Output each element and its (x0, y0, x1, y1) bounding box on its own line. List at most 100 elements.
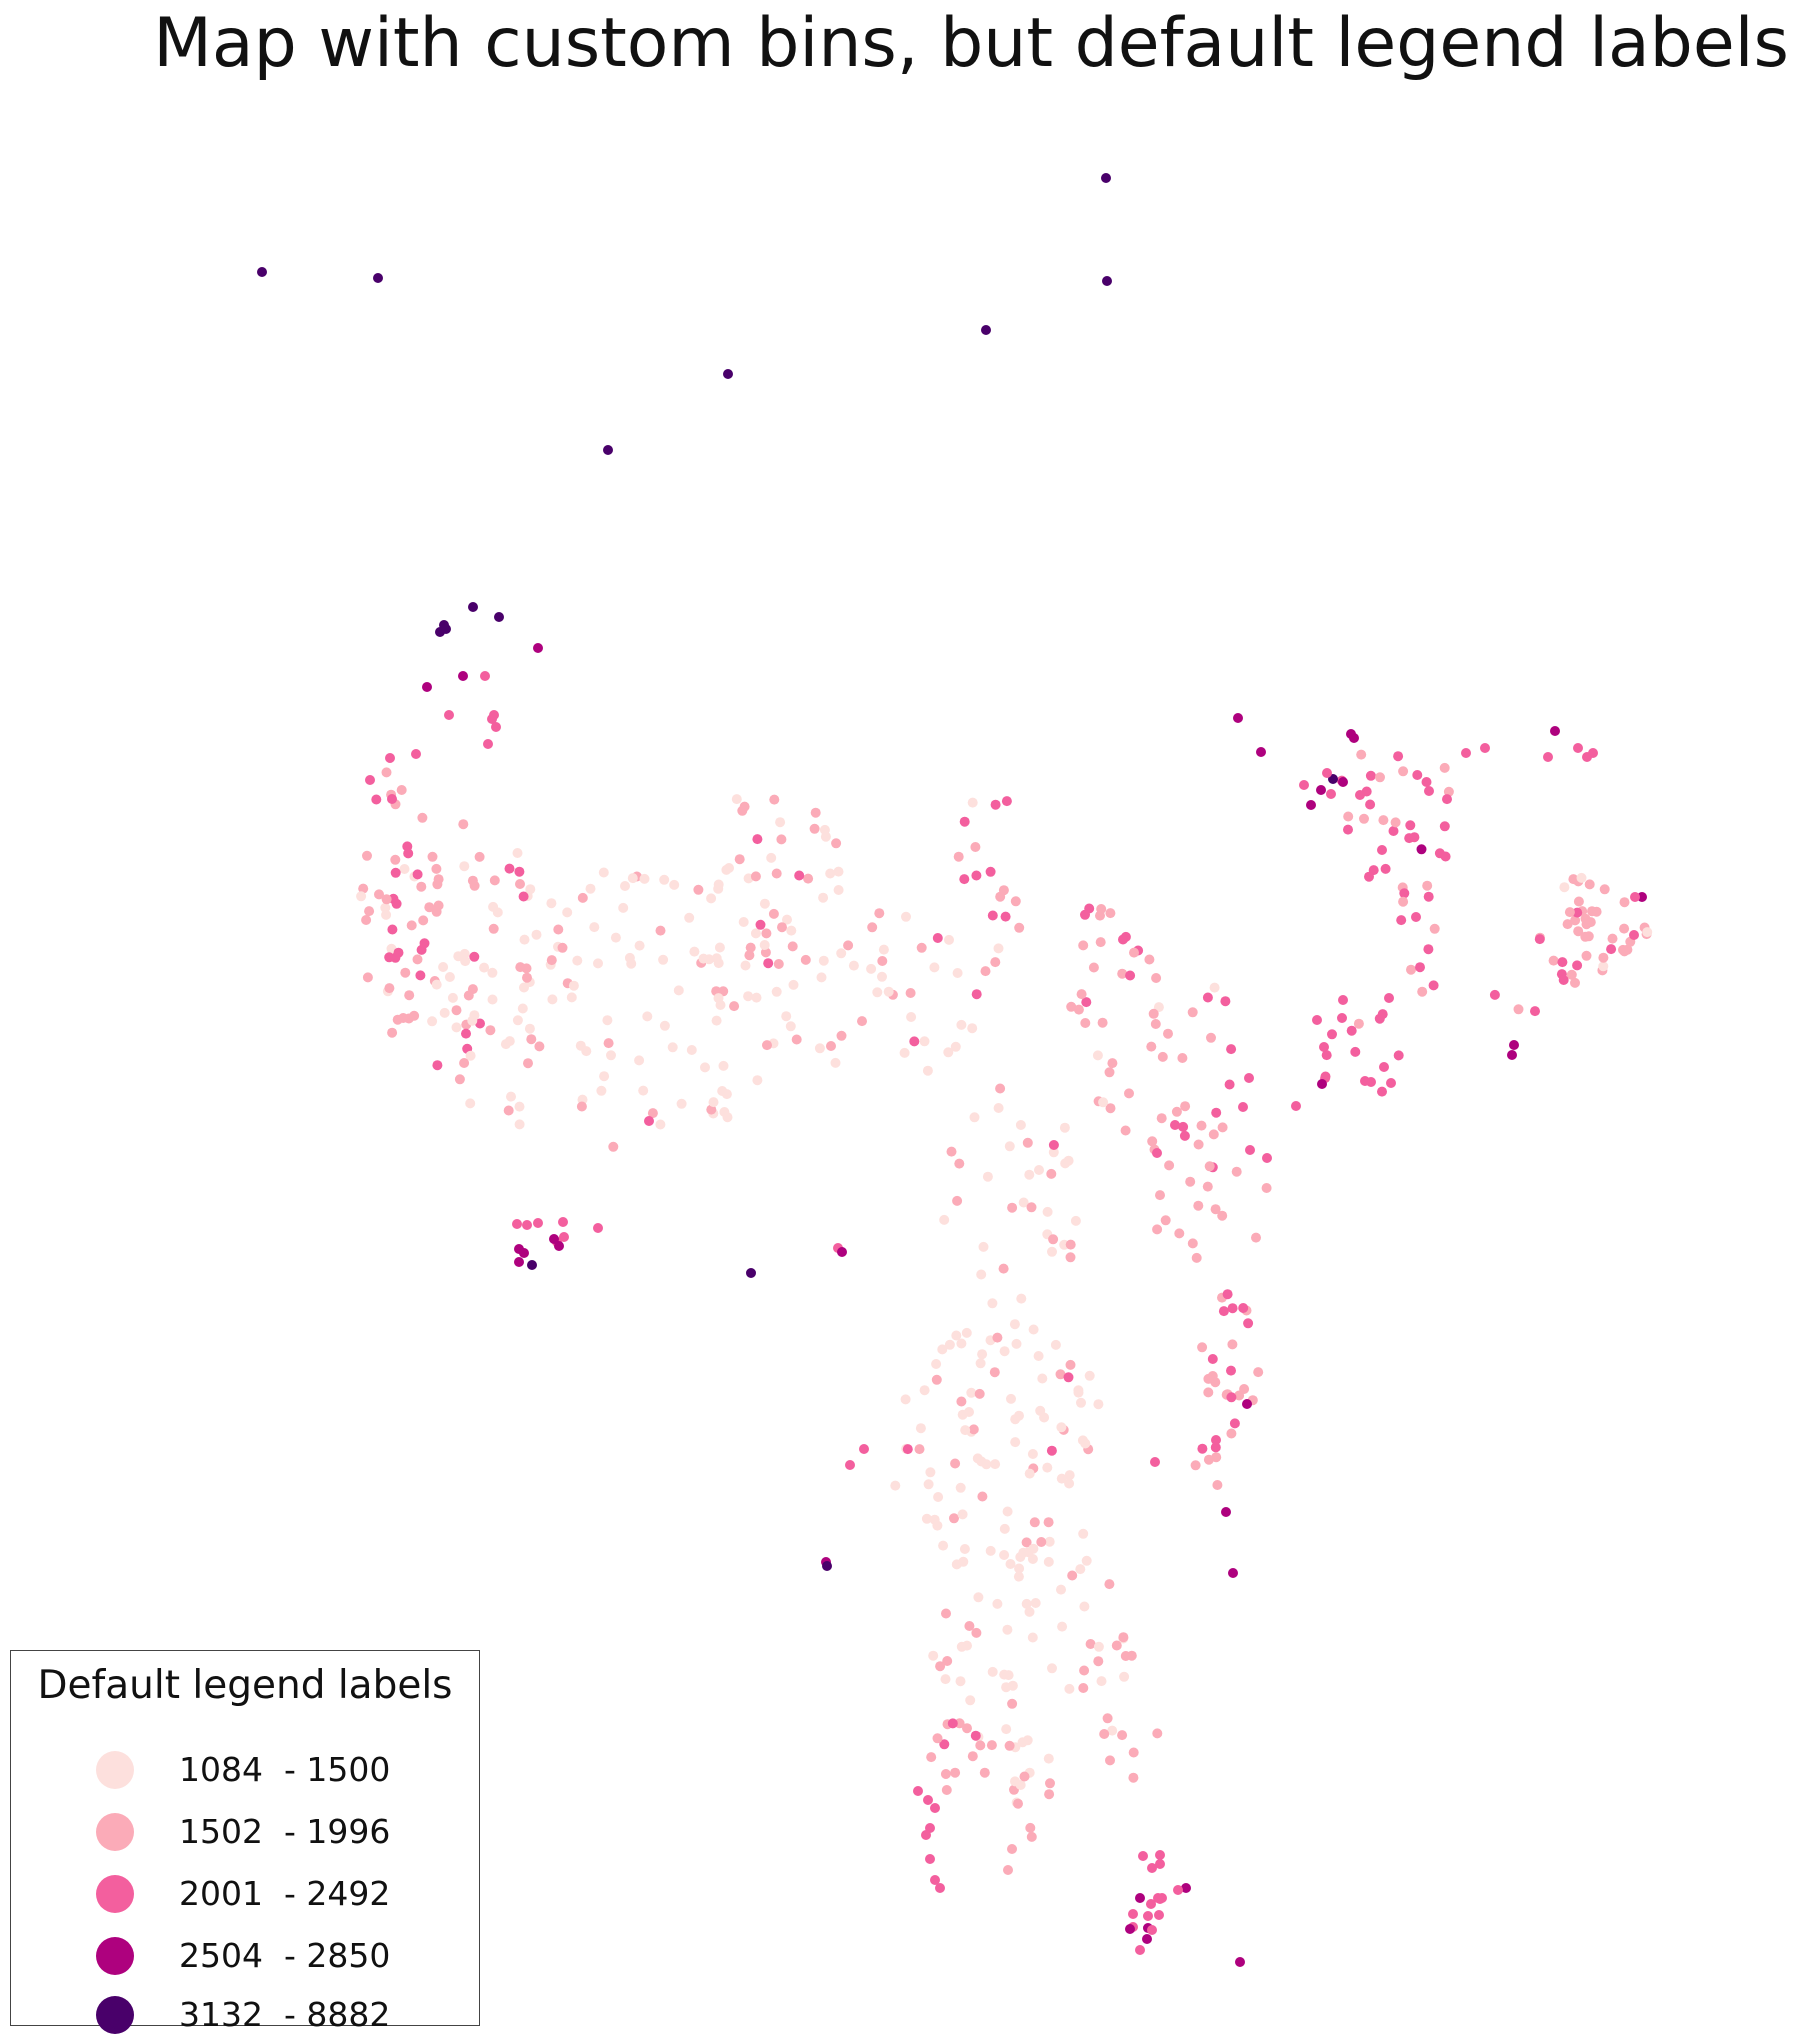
map-point (1055, 1369, 1066, 1380)
map-point (1015, 1120, 1026, 1130)
map-point (589, 922, 600, 933)
map-point (1564, 907, 1575, 918)
map-point (419, 938, 430, 949)
map-point (859, 1444, 869, 1454)
map-point (1393, 1050, 1404, 1061)
map-point (406, 920, 417, 931)
map-point (693, 884, 704, 895)
map-point (1558, 975, 1569, 985)
map-point (562, 907, 573, 918)
map-point (546, 898, 557, 909)
map-point (518, 891, 529, 902)
map-point (1606, 944, 1617, 955)
map-point (1018, 1197, 1029, 1208)
map-point (1170, 1120, 1180, 1130)
map-point (1202, 1181, 1213, 1192)
map-point (915, 1423, 926, 1434)
map-point (1416, 844, 1427, 855)
map-point (485, 1025, 496, 1036)
map-point (1006, 1393, 1016, 1404)
map-point (465, 1098, 476, 1109)
map-point (1125, 1924, 1135, 1934)
map-point (441, 624, 451, 634)
map-point (1187, 1238, 1198, 1249)
map-point (771, 986, 782, 997)
map-point (1117, 968, 1128, 979)
map-point (1010, 1776, 1020, 1787)
map-point (978, 1241, 989, 1252)
map-point (1163, 1028, 1173, 1039)
map-point (1548, 955, 1559, 966)
map-point (557, 942, 568, 953)
map-point (1312, 1015, 1322, 1025)
map-point (494, 612, 504, 622)
map-point (949, 1513, 959, 1524)
map-point (1377, 1009, 1388, 1020)
map-point (424, 902, 435, 913)
map-point (951, 1559, 962, 1570)
map-point (1203, 1387, 1214, 1398)
map-point (642, 1011, 653, 1022)
map-point (967, 797, 978, 808)
map-point (1157, 1051, 1168, 1062)
map-point (930, 1875, 940, 1885)
map-point (655, 1119, 666, 1130)
map-point (1509, 1040, 1519, 1050)
map-point (553, 924, 564, 935)
map-point (1235, 1957, 1245, 1967)
map-point (788, 979, 799, 990)
map-point (409, 1010, 420, 1021)
map-point (1197, 1342, 1208, 1353)
map-point (1043, 1556, 1054, 1567)
map-point (669, 879, 680, 890)
map-point (1150, 1457, 1160, 1467)
map-point (1193, 1200, 1204, 1211)
map-point (981, 1459, 992, 1470)
map-point (932, 1733, 943, 1744)
map-point (981, 325, 991, 335)
map-point (1105, 1755, 1115, 1766)
map-point (1099, 1729, 1110, 1739)
map-point (684, 912, 695, 923)
map-point (706, 893, 717, 904)
map-point (826, 1041, 836, 1051)
map-point (1154, 1910, 1164, 1920)
map-point (444, 972, 455, 982)
map-point (608, 1141, 619, 1152)
map-point (931, 1359, 942, 1369)
map-point (1185, 1176, 1196, 1187)
map-point (933, 1492, 944, 1502)
map-point (1117, 1730, 1128, 1741)
map-point (1253, 1367, 1264, 1378)
map-point (1080, 909, 1090, 920)
map-point (1375, 772, 1385, 783)
map-point (785, 1021, 796, 1032)
map-point (438, 962, 449, 972)
map-point (775, 817, 786, 828)
map-point (1299, 780, 1309, 790)
map-point (1439, 762, 1450, 773)
map-point (1177, 1053, 1188, 1063)
map-point (431, 979, 442, 990)
map-point (1398, 896, 1409, 907)
map-point (1021, 1598, 1032, 1609)
map-point (627, 873, 638, 884)
map-point (743, 991, 754, 1002)
map-point (874, 908, 885, 919)
map-point (930, 1803, 940, 1813)
map-point (940, 1674, 951, 1685)
map-point (999, 1550, 1010, 1560)
map-point (1000, 911, 1011, 922)
map-point (1007, 1698, 1018, 1709)
map-point (977, 1491, 988, 1502)
map-point (1306, 800, 1316, 810)
map-point (475, 1018, 485, 1029)
map-point (487, 967, 498, 978)
map-point (975, 1740, 986, 1751)
map-point (1261, 1183, 1272, 1193)
map-point (1598, 952, 1609, 963)
map-point (576, 1101, 587, 1112)
map-point (776, 834, 787, 845)
map-point (837, 1247, 847, 1257)
map-point (919, 1036, 930, 1047)
